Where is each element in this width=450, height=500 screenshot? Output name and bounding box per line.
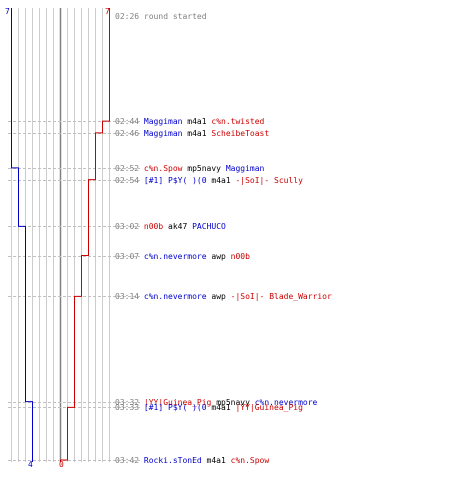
- event-time: 03:42: [115, 456, 139, 465]
- kill-event-list: 02:26 round started 02:44 Maggiman m4a1 c…: [115, 12, 332, 465]
- event-weapon: m4a1: [207, 456, 226, 465]
- kill-event: 03:07 c%n.nevermore awp n00b: [115, 252, 250, 261]
- red-team-alive-line: [60, 8, 110, 462]
- event-victim: c%n.twisted: [211, 117, 264, 126]
- kill-event: 03:33 [#1] P$Y( )(0 m4a1 |YY|Guinea_Pig: [115, 403, 303, 412]
- blue-end-count: 4: [28, 460, 33, 469]
- kill-event: 03:14 c%n.nevermore awp -|SoI|- Blade_Wa…: [115, 292, 332, 301]
- event-time: 02:44: [115, 117, 139, 126]
- event-weapon: m4a1: [187, 117, 206, 126]
- event-weapon: mp5navy: [216, 398, 250, 407]
- kill-event: 02:52 c%n.Spow mp5navy Maggiman: [115, 164, 265, 173]
- event-weapon: awp: [211, 292, 226, 301]
- event-weapon: mp5navy: [187, 164, 221, 173]
- event-time: 03:07: [115, 252, 139, 261]
- event-victim: ScheibeToast: [211, 129, 269, 138]
- blue-start-count: 7: [5, 7, 10, 16]
- kill-event: 03:02 n00b ak47 PACHUCO: [115, 222, 226, 231]
- event-killer: n00b: [144, 222, 163, 231]
- event-victim: c%n.Spow: [231, 456, 270, 465]
- event-killer: c%n.Spow: [144, 164, 183, 173]
- blue-team-alive-line: [11, 8, 33, 462]
- event-victim: Maggiman: [226, 164, 265, 173]
- kill-event: 02:46 Maggiman m4a1 ScheibeToast: [115, 129, 269, 138]
- event-killer: [#1] P$Y( )(0: [144, 403, 207, 412]
- kill-event: 02:54 [#1] P$Y( )(0 m4a1 -|SoI|- Scully: [115, 176, 303, 185]
- event-killer: Rocki.sTonEd: [144, 456, 202, 465]
- event-time: 03:14: [115, 292, 139, 301]
- event-killer: |YY|Guinea_Pig: [144, 398, 212, 407]
- event-killer: c%n.nevermore: [144, 292, 207, 301]
- event-victim: PACHUCO: [192, 222, 226, 231]
- event-victim: n00b: [231, 252, 250, 261]
- event-weapon: m4a1: [211, 176, 230, 185]
- event-weapon: awp: [211, 252, 226, 261]
- event-time: 03:33: [115, 403, 139, 412]
- event-killer: Maggiman: [144, 129, 183, 138]
- event-victim: |YY|Guinea_Pig: [235, 403, 303, 412]
- event-time: 02:26: [115, 12, 139, 21]
- round-start-event: 02:26 round started: [115, 12, 207, 21]
- event-status: round started: [144, 12, 207, 21]
- event-time: 02:54: [115, 176, 139, 185]
- kill-event: 02:44 Maggiman m4a1 c%n.twisted: [115, 117, 265, 126]
- event-weapon: m4a1: [211, 403, 230, 412]
- event-killer: [#1] P$Y( )(0: [144, 176, 207, 185]
- event-killer: c%n.nevermore: [144, 252, 207, 261]
- red-start-count: 7: [105, 7, 110, 16]
- event-time: 02:52: [115, 164, 139, 173]
- event-victim: c%n.nevermore: [255, 398, 318, 407]
- event-time: 03:02: [115, 222, 139, 231]
- event-weapon: m4a1: [187, 129, 206, 138]
- event-killer: Maggiman: [144, 117, 183, 126]
- event-time: 03:32: [115, 398, 139, 407]
- red-end-count: 0: [59, 460, 64, 469]
- event-time: 02:46: [115, 129, 139, 138]
- event-victim: -|SoI|- Scully: [235, 176, 303, 185]
- kill-event: 03:42 Rocki.sTonEd m4a1 c%n.Spow: [115, 456, 269, 465]
- grid-lines: [11, 8, 110, 462]
- kill-event: 03:32 |YY|Guinea_Pig mp5navy c%n.nevermo…: [115, 398, 318, 407]
- event-victim: -|SoI|- Blade_Warrior: [231, 292, 332, 301]
- event-weapon: ak47: [168, 222, 187, 231]
